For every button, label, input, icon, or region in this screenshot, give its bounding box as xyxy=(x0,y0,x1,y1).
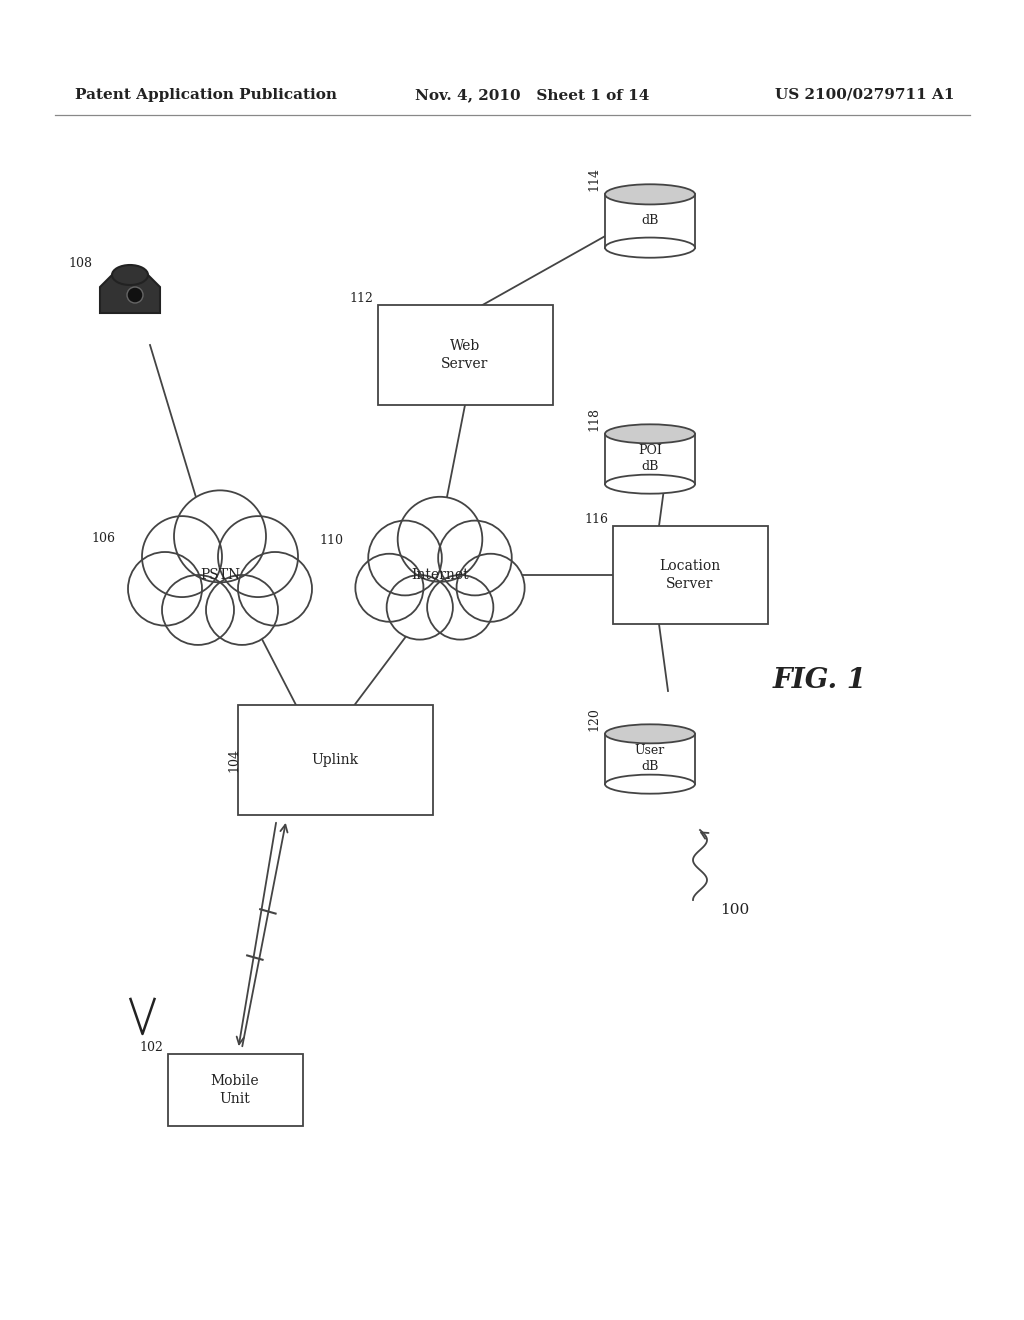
Text: 116: 116 xyxy=(585,513,608,525)
Text: 120: 120 xyxy=(587,708,600,731)
Ellipse shape xyxy=(238,552,312,626)
Ellipse shape xyxy=(218,516,298,597)
Text: POI
dB: POI dB xyxy=(638,445,662,474)
Text: 112: 112 xyxy=(349,292,374,305)
Bar xyxy=(378,305,553,405)
Text: Location
Server: Location Server xyxy=(659,558,721,591)
Ellipse shape xyxy=(162,576,234,645)
Ellipse shape xyxy=(127,286,143,304)
Text: 104: 104 xyxy=(227,748,240,772)
Text: Web
Server: Web Server xyxy=(441,339,488,371)
Ellipse shape xyxy=(397,496,482,582)
Text: FIG. 1: FIG. 1 xyxy=(773,667,867,693)
Ellipse shape xyxy=(438,520,512,595)
Ellipse shape xyxy=(605,475,695,494)
Text: Mobile
Unit: Mobile Unit xyxy=(211,1073,259,1106)
Ellipse shape xyxy=(605,725,695,743)
Text: 114: 114 xyxy=(587,168,600,191)
Text: Internet: Internet xyxy=(412,568,469,582)
Ellipse shape xyxy=(142,516,222,597)
Ellipse shape xyxy=(369,520,441,595)
Text: Uplink: Uplink xyxy=(311,752,358,767)
Text: 106: 106 xyxy=(91,532,115,545)
Text: Patent Application Publication: Patent Application Publication xyxy=(75,88,337,102)
Ellipse shape xyxy=(128,552,202,626)
Ellipse shape xyxy=(605,424,695,444)
Ellipse shape xyxy=(605,185,695,205)
Ellipse shape xyxy=(174,490,266,582)
Polygon shape xyxy=(100,275,160,313)
Text: 100: 100 xyxy=(720,903,750,917)
Ellipse shape xyxy=(605,775,695,793)
Bar xyxy=(238,705,432,814)
Text: Nov. 4, 2010   Sheet 1 of 14: Nov. 4, 2010 Sheet 1 of 14 xyxy=(415,88,649,102)
Text: 118: 118 xyxy=(587,407,600,430)
Ellipse shape xyxy=(427,576,494,640)
Text: 108: 108 xyxy=(68,257,92,271)
Text: User
dB: User dB xyxy=(635,744,666,774)
Bar xyxy=(605,434,695,484)
Bar xyxy=(168,1053,302,1126)
Ellipse shape xyxy=(112,265,148,285)
Ellipse shape xyxy=(355,554,424,622)
Bar xyxy=(612,525,768,624)
Text: 110: 110 xyxy=(319,535,343,548)
Bar xyxy=(605,194,695,248)
Ellipse shape xyxy=(457,554,524,622)
Ellipse shape xyxy=(387,576,453,640)
Text: PSTN: PSTN xyxy=(200,568,240,582)
Ellipse shape xyxy=(206,576,278,645)
Text: US 2100/0279711 A1: US 2100/0279711 A1 xyxy=(775,88,954,102)
Text: 102: 102 xyxy=(139,1041,164,1053)
Text: dB: dB xyxy=(641,214,658,227)
Ellipse shape xyxy=(605,238,695,257)
Bar xyxy=(605,734,695,784)
